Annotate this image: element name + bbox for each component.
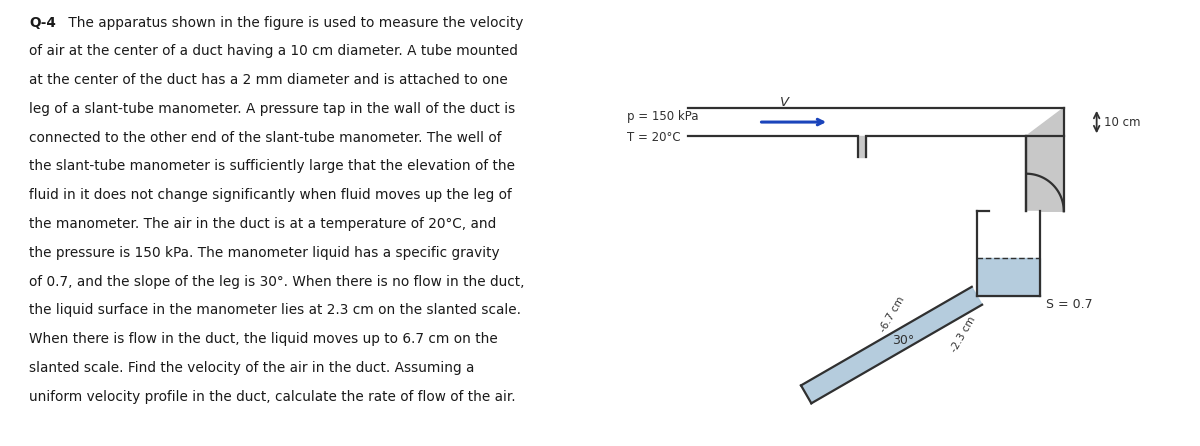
Text: connected to the other end of the slant-tube manometer. The well of: connected to the other end of the slant-… [29, 131, 502, 145]
Text: the manometer. The air in the duct is at a temperature of 20°C, and: the manometer. The air in the duct is at… [29, 217, 497, 231]
Text: When there is flow in the duct, the liquid moves up to 6.7 cm on the: When there is flow in the duct, the liqu… [29, 332, 498, 346]
Text: leg of a slant-tube manometer. A pressure tap in the wall of the duct is: leg of a slant-tube manometer. A pressur… [29, 102, 515, 116]
Text: of 0.7, and the slope of the leg is 30°. When there is no flow in the duct,: of 0.7, and the slope of the leg is 30°.… [29, 275, 524, 289]
Text: p = 150 kPa: p = 150 kPa [628, 110, 698, 123]
Text: the liquid surface in the manometer lies at 2.3 cm on the slanted scale.: the liquid surface in the manometer lies… [29, 303, 521, 318]
Text: slanted scale. Find the velocity of the air in the duct. Assuming a: slanted scale. Find the velocity of the … [29, 361, 474, 375]
Text: Q-4: Q-4 [29, 16, 56, 29]
Text: the slant-tube manometer is sufficiently large that the elevation of the: the slant-tube manometer is sufficiently… [29, 160, 515, 173]
Text: T = 20°C: T = 20°C [628, 131, 680, 144]
Polygon shape [977, 258, 1040, 296]
Text: at the center of the duct has a 2 mm diameter and is attached to one: at the center of the duct has a 2 mm dia… [29, 73, 508, 87]
Text: 30°: 30° [893, 334, 914, 347]
Text: The apparatus shown in the figure is used to measure the velocity: The apparatus shown in the figure is use… [65, 16, 524, 29]
Polygon shape [802, 287, 982, 403]
Text: -2.3 cm: -2.3 cm [949, 315, 977, 354]
Polygon shape [689, 108, 1063, 136]
Polygon shape [1026, 108, 1063, 211]
Text: of air at the center of a duct having a 10 cm diameter. A tube mounted: of air at the center of a duct having a … [29, 45, 518, 58]
Text: 10 cm: 10 cm [1104, 116, 1140, 128]
Text: -6.7 cm: -6.7 cm [878, 295, 906, 334]
Text: S = 0.7: S = 0.7 [1046, 298, 1092, 311]
Text: V: V [780, 96, 790, 109]
Text: uniform velocity profile in the duct, calculate the rate of flow of the air.: uniform velocity profile in the duct, ca… [29, 390, 516, 404]
Polygon shape [977, 211, 1040, 296]
Text: the pressure is 150 kPa. The manometer liquid has a specific gravity: the pressure is 150 kPa. The manometer l… [29, 246, 499, 260]
Text: fluid in it does not change significantly when fluid moves up the leg of: fluid in it does not change significantl… [29, 188, 512, 202]
Polygon shape [858, 136, 866, 157]
